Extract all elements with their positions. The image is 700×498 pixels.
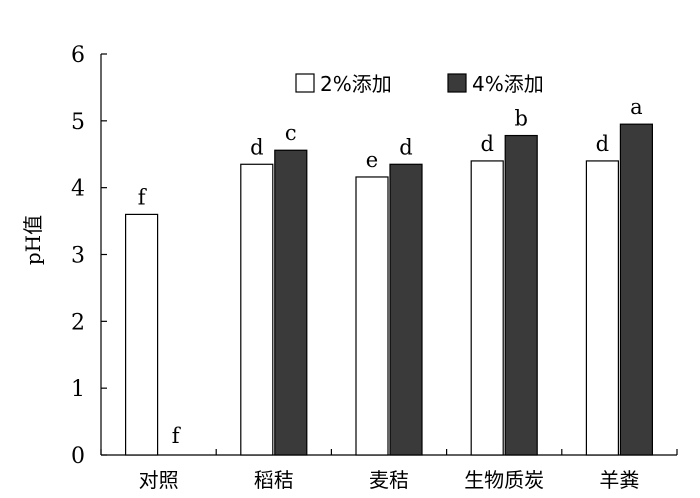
significance-label: e xyxy=(366,148,378,172)
x-category-label: 对照 xyxy=(139,468,179,492)
significance-label: c xyxy=(285,121,297,145)
bar-pct4 xyxy=(504,134,538,456)
bar-pct4 xyxy=(619,123,654,456)
x-category-label: 麦秸 xyxy=(369,468,409,492)
x-category-label: 生物质炭 xyxy=(464,468,544,492)
significance-label: d xyxy=(399,135,412,159)
x-category-label: 稻秸 xyxy=(254,468,294,492)
significance-label: f xyxy=(138,185,148,209)
bar-pct4 xyxy=(389,163,423,456)
bar-pct4 xyxy=(274,149,308,456)
bar-pct2 xyxy=(470,160,504,456)
bar-pct2 xyxy=(355,176,389,456)
bar-pct2 xyxy=(240,163,274,456)
y-tick-label: 6 xyxy=(71,43,85,68)
legend-swatch xyxy=(447,73,467,93)
bar-pct2 xyxy=(124,213,159,456)
significance-label: d xyxy=(596,132,609,156)
y-tick-label: 2 xyxy=(71,310,85,335)
significance-label: d xyxy=(480,132,493,156)
x-category-label: 羊粪 xyxy=(599,468,639,492)
y-tick-label: 1 xyxy=(71,377,85,402)
significance-label: a xyxy=(630,95,643,119)
legend-label: 2%添加 xyxy=(320,72,392,96)
significance-label: b xyxy=(514,107,527,131)
bar-pct2 xyxy=(585,160,620,456)
legend-label: 4%添加 xyxy=(472,72,544,96)
y-axis-title: pH值 xyxy=(21,215,45,265)
y-tick-label: 0 xyxy=(71,444,85,469)
legend-swatch xyxy=(295,73,315,93)
y-tick-label: 4 xyxy=(71,177,85,202)
significance-label: d xyxy=(250,135,263,159)
y-tick-label: 3 xyxy=(71,244,85,269)
y-tick-label: 5 xyxy=(71,110,85,135)
significance-label: f xyxy=(172,424,182,448)
